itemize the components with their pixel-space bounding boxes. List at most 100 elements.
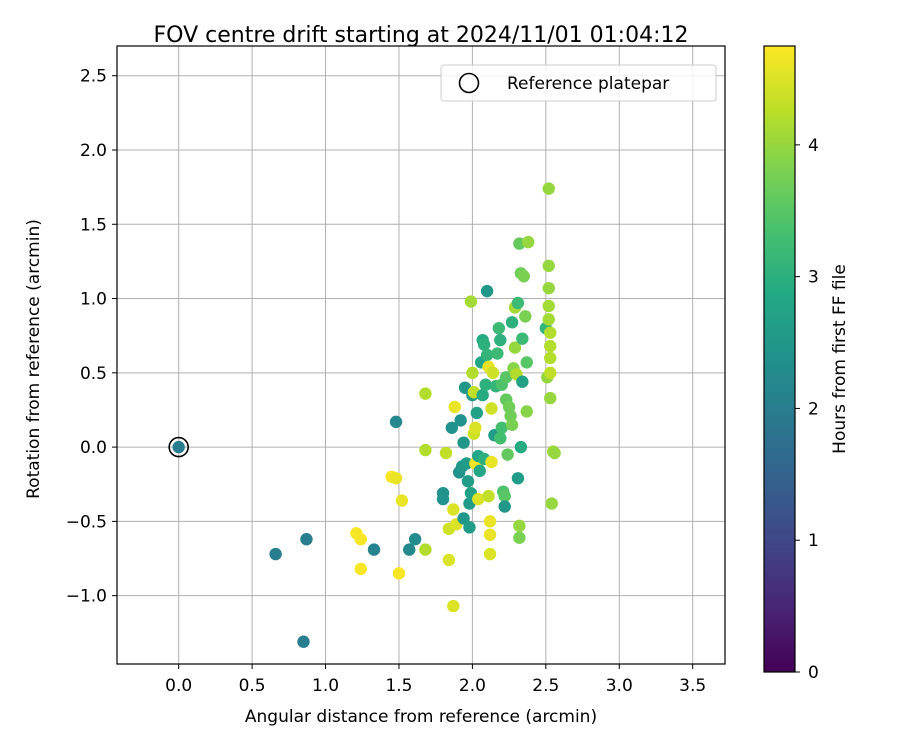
data-point [542, 259, 555, 273]
plot-frame [116, 45, 726, 665]
data-point [517, 270, 531, 283]
data-point [469, 421, 482, 434]
data-point [505, 316, 519, 329]
data-point [436, 492, 450, 506]
data-point [476, 388, 489, 402]
y-tick-label: −1.0 [66, 587, 107, 607]
data-point [513, 519, 526, 533]
data-point [389, 415, 403, 429]
y-tick-label: 1.5 [80, 215, 107, 235]
data-point [463, 521, 476, 534]
x-axis-label: Angular distance from reference (arcmin) [245, 707, 597, 727]
data-point [522, 235, 535, 249]
data-point [447, 503, 460, 516]
colorbar-label: Hours from first FF file [830, 264, 850, 454]
data-point [408, 533, 422, 546]
y-tick-label: 0.0 [80, 438, 107, 458]
data-point [485, 402, 498, 415]
data-point [513, 531, 526, 544]
data-point [516, 332, 529, 345]
data-point [389, 472, 403, 485]
x-tick-label: 2.5 [532, 676, 559, 696]
data-point [354, 562, 367, 576]
data-point [172, 440, 185, 454]
data-point [479, 378, 492, 391]
data-point [445, 421, 459, 434]
x-axis-ticks: 0.0 0.5 1.0 1.5 2.0 2.5 3.0 3.5 [165, 664, 706, 696]
data-point [473, 464, 486, 478]
data-point [511, 472, 525, 485]
y-axis-label: Rotation from reference (arcmin) [24, 219, 44, 499]
data-point [544, 391, 557, 405]
data-point [544, 351, 557, 365]
data-point [495, 421, 508, 434]
chart-title: FOV centre drift starting at 2024/11/01 … [154, 23, 689, 48]
data-point [269, 547, 282, 561]
colorbar-tick-label: 1 [808, 531, 819, 551]
data-point [460, 457, 473, 470]
data-point [542, 313, 555, 326]
data-point [454, 414, 467, 427]
data-point [501, 448, 514, 461]
data-point [354, 533, 367, 546]
data-point [494, 431, 507, 445]
data-point [482, 489, 495, 503]
data-point [439, 446, 453, 460]
data-point [498, 489, 511, 503]
data-point [457, 436, 470, 449]
x-tick-label: 1.0 [312, 676, 339, 696]
data-point [505, 418, 519, 432]
colorbar-gradient [763, 45, 796, 673]
data-point [519, 310, 532, 323]
data-point [419, 443, 432, 457]
colorbar-tick-label: 4 [808, 136, 819, 156]
y-tick-label: 2.0 [80, 141, 107, 161]
data-point [492, 322, 506, 335]
data-point [520, 405, 533, 418]
data-point [499, 371, 513, 384]
data-point [297, 635, 310, 648]
colorbar-tick-label: 0 [808, 663, 819, 683]
y-tick-label: −0.5 [66, 512, 107, 532]
y-axis-ticks: −1.0 −0.5 0.0 0.5 1.0 1.5 2.0 2.5 [66, 67, 117, 607]
data-point [544, 366, 557, 380]
data-point [461, 475, 475, 488]
x-tick-label: 1.5 [385, 676, 412, 696]
data-point [542, 182, 555, 195]
data-point [448, 400, 461, 414]
data-point [545, 497, 558, 510]
data-point [367, 543, 381, 556]
data-point [403, 543, 416, 556]
colorbar-ticks: 0 1 2 3 4 [795, 136, 819, 683]
data-point [395, 494, 409, 507]
colorbar-tick-label: 2 [808, 399, 819, 419]
data-point [480, 284, 494, 298]
data-point [491, 347, 504, 360]
y-tick-label: 1.0 [80, 290, 107, 310]
data-point [466, 366, 479, 380]
y-tick-label: 0.5 [80, 364, 107, 384]
data-point [544, 339, 557, 353]
data-point [542, 281, 555, 295]
data-point [477, 338, 491, 351]
data-point [483, 547, 497, 561]
data-point [498, 500, 511, 513]
colorbar-tick-label: 3 [808, 268, 819, 288]
legend-reference-marker-icon [458, 72, 480, 94]
grid [117, 46, 725, 664]
data-point [392, 567, 406, 580]
data-point [520, 356, 533, 369]
data-point [483, 515, 497, 528]
data-point [544, 326, 557, 339]
data-point [508, 341, 522, 354]
data-point [542, 299, 555, 313]
data-point [419, 543, 432, 556]
reference-platepar-marker [168, 436, 189, 458]
data-point [548, 446, 561, 460]
x-tick-label: 3.5 [679, 676, 706, 696]
data-point [494, 333, 507, 347]
data-point [485, 455, 498, 469]
x-tick-label: 0.0 [165, 676, 192, 696]
colorbar: 0 1 2 3 4 Hours from first FF file [763, 45, 850, 683]
x-tick-label: 2.0 [459, 676, 486, 696]
